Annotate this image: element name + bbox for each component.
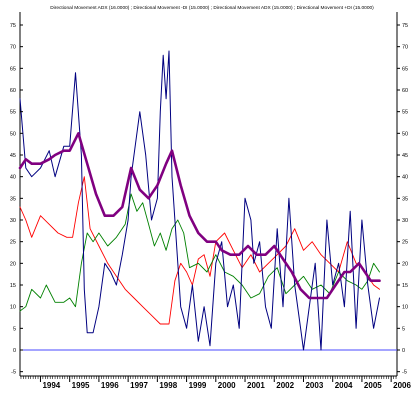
y-tick-label-left: 30 xyxy=(10,218,16,224)
series-layer xyxy=(18,50,381,351)
y-tick-label-left: 5 xyxy=(13,326,16,332)
y-tick-label-left: 25 xyxy=(10,240,16,246)
y-tick-label-left: 10 xyxy=(10,305,16,311)
x-tick-label: 1998 xyxy=(159,381,177,390)
y-tick-label-right: 40 xyxy=(402,175,408,181)
y-tick-label-left: 35 xyxy=(10,196,16,202)
x-axis: 1994 1995 1996 1997 1998 1999 2000 2001 2002 2003… xyxy=(20,376,412,390)
x-tick-label: 2003 xyxy=(305,381,323,390)
y-tick-label-right: 30 xyxy=(402,218,408,224)
y-tick-label-right: 55 xyxy=(402,110,408,116)
y-tick-label-left: 20 xyxy=(10,261,16,267)
x-tick-label: 2000 xyxy=(218,381,236,390)
y-tick-label-right: 75 xyxy=(402,23,408,29)
y-tick-label-left: 40 xyxy=(10,175,16,181)
y-tick-label-right: 25 xyxy=(402,240,408,246)
x-tick-label: 2001 xyxy=(247,381,265,390)
y-tick-label-right: 65 xyxy=(402,66,408,72)
y-axis-right: -5 0 5 10 15 20 25 30 35 40 45 50 55 60 65 70 75 xyxy=(397,23,408,376)
y-tick-label-right: 0 xyxy=(402,348,405,354)
x-tick-label: 2005 xyxy=(364,381,382,390)
y-tick-label-right: 10 xyxy=(402,305,408,311)
y-tick-label-right: 60 xyxy=(402,88,408,94)
y-tick-label-right: 15 xyxy=(402,283,408,289)
y-tick-label-left: 70 xyxy=(10,45,16,51)
y-tick-label-left: 55 xyxy=(10,110,16,116)
x-tick-label: 2004 xyxy=(335,381,353,390)
y-axis-left: -5 0 5 10 15 20 25 30 35 40 45 50 55 60 65 70 75 xyxy=(10,23,23,376)
y-tick-label-left: 15 xyxy=(10,283,16,289)
y-tick-label-left: 50 xyxy=(10,131,16,137)
x-tick-label: 1997 xyxy=(130,381,148,390)
y-tick-label-left: 60 xyxy=(10,88,16,94)
y-tick-label-right: 50 xyxy=(402,131,408,137)
y-tick-label-right: 20 xyxy=(402,261,408,267)
x-tick-label: 1994 xyxy=(42,381,60,390)
y-tick-label-right: 35 xyxy=(402,196,408,202)
x-tick-label: 1995 xyxy=(72,381,90,390)
x-tick-label: 2006 xyxy=(393,381,411,390)
y-tick-label-left: -5 xyxy=(11,370,16,376)
series-line-minus-di xyxy=(19,176,380,325)
y-tick-label-left: 75 xyxy=(10,23,16,29)
y-tick-label-left: 0 xyxy=(13,348,16,354)
y-tick-label-right: 45 xyxy=(402,153,408,159)
x-tick-label: 2002 xyxy=(276,381,294,390)
series-line-adx xyxy=(18,132,381,300)
y-tick-label-left: 45 xyxy=(10,153,16,159)
y-tick-label-right: 5 xyxy=(402,326,405,332)
x-tick-label: 1996 xyxy=(101,381,119,390)
y-tick-label-right: -5 xyxy=(402,370,407,376)
chart-title: Directional Movement ADX (16.0000) ; Dir… xyxy=(50,5,374,11)
y-tick-label-left: 65 xyxy=(10,66,16,72)
x-tick-label: 1999 xyxy=(189,381,207,390)
plot-frame xyxy=(19,12,398,377)
y-tick-label-right: 70 xyxy=(402,45,408,51)
series-line-dx xyxy=(19,50,380,351)
series-line-plus-di xyxy=(19,193,380,312)
